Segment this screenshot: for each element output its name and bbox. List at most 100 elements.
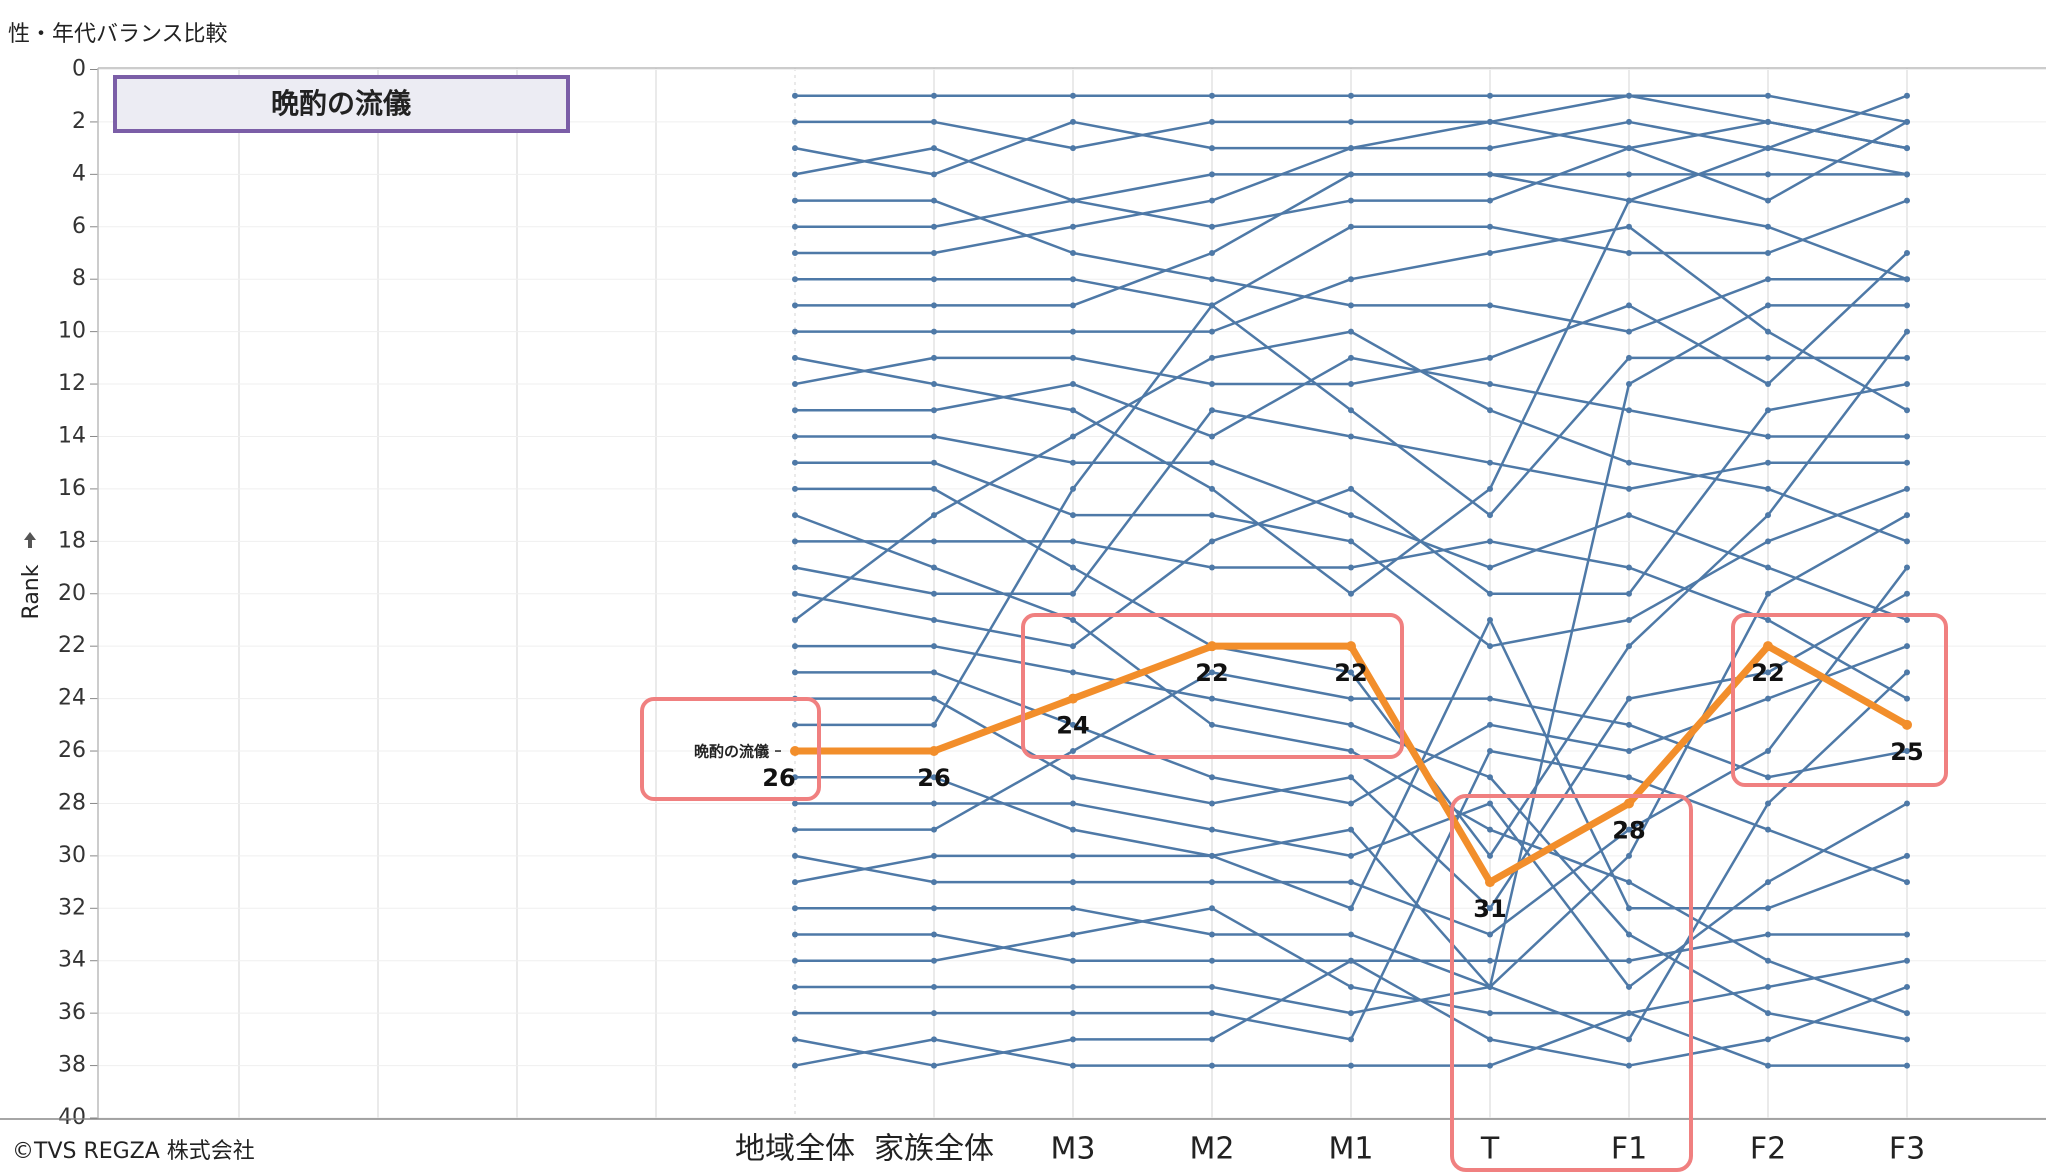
point: [1209, 983, 1215, 990]
point: [1626, 564, 1632, 571]
point: [1904, 957, 1910, 964]
point: [1626, 328, 1632, 335]
point: [792, 774, 798, 781]
point: [931, 826, 937, 833]
point: [1624, 798, 1634, 809]
point: [931, 512, 937, 519]
point: [931, 276, 937, 283]
y-tick-label: 14: [58, 423, 86, 448]
point: [931, 564, 937, 571]
point: [1485, 877, 1495, 888]
point: [792, 826, 798, 833]
point: [1070, 774, 1076, 781]
y-tick-label: 4: [72, 161, 86, 186]
point: [792, 800, 798, 807]
point: [1765, 433, 1771, 440]
point: [1765, 197, 1771, 204]
point: [1348, 774, 1354, 781]
y-tick-label: 28: [58, 790, 86, 815]
point: [1209, 433, 1215, 440]
point: [1765, 223, 1771, 230]
point: [931, 381, 937, 388]
point: [1070, 957, 1076, 964]
point: [792, 433, 798, 440]
point: [792, 381, 798, 388]
point: [1626, 1062, 1632, 1069]
point: [1904, 171, 1910, 178]
point: [792, 249, 798, 256]
point: [1487, 223, 1493, 230]
point: [1904, 564, 1910, 571]
x-tick-label: T: [1480, 1132, 1500, 1167]
point: [1626, 249, 1632, 256]
point: [1626, 512, 1632, 519]
point: [931, 800, 937, 807]
point: [931, 92, 937, 99]
y-tick-label: 16: [58, 476, 86, 501]
point: [1487, 197, 1493, 204]
point: [1765, 590, 1771, 597]
point: [1904, 538, 1910, 545]
point: [792, 197, 798, 204]
point: [1765, 171, 1771, 178]
y-tick-label: 22: [58, 633, 86, 658]
point: [1070, 381, 1076, 388]
point: [1348, 1062, 1354, 1069]
point: [792, 852, 798, 859]
point: [1209, 957, 1215, 964]
point: [931, 669, 937, 676]
point: [792, 721, 798, 728]
point: [1209, 931, 1215, 938]
point: [931, 931, 937, 938]
point: [931, 983, 937, 990]
point: [1765, 512, 1771, 519]
point: [1487, 748, 1493, 755]
point: [1904, 983, 1910, 990]
x-tick-label: M1: [1329, 1132, 1374, 1167]
point: [1348, 223, 1354, 230]
point: [1070, 643, 1076, 650]
point: [1626, 983, 1632, 990]
point: [1904, 485, 1910, 492]
point: [931, 197, 937, 204]
point: [1904, 590, 1910, 597]
point: [1070, 748, 1076, 755]
point: [1348, 721, 1354, 728]
point: [1070, 983, 1076, 990]
point: [931, 145, 937, 152]
point: [1626, 145, 1632, 152]
point: [1487, 800, 1493, 807]
point: [792, 328, 798, 335]
point: [1626, 748, 1632, 755]
point: [931, 905, 937, 912]
point: [1765, 407, 1771, 414]
point: [792, 1062, 798, 1069]
point: [1487, 721, 1493, 728]
point: [1070, 459, 1076, 466]
point: [931, 1062, 937, 1069]
point: [1487, 302, 1493, 309]
point: [1348, 957, 1354, 964]
x-tick-label: F1: [1611, 1132, 1647, 1167]
point: [1626, 1036, 1632, 1043]
point: [1209, 1062, 1215, 1069]
point: [1487, 118, 1493, 125]
point: [1904, 249, 1910, 256]
point: [1209, 774, 1215, 781]
page-title: 性・年代バランス比較: [8, 22, 228, 47]
x-tick-label: 地域全体: [735, 1132, 855, 1167]
point: [1348, 852, 1354, 859]
point: [1765, 354, 1771, 361]
point: [1904, 852, 1910, 859]
y-tick-label: 8: [72, 266, 86, 291]
point: [1904, 616, 1910, 623]
source: ©TVS REGZA 株式会社: [12, 1139, 255, 1164]
point: [1626, 381, 1632, 388]
point: [1626, 354, 1632, 361]
point: [1765, 92, 1771, 99]
point: [1070, 223, 1076, 230]
point: [1904, 302, 1910, 309]
point: [1209, 1036, 1215, 1043]
y-tick-label: 40: [58, 1105, 86, 1130]
value-label: 28: [1612, 816, 1645, 844]
